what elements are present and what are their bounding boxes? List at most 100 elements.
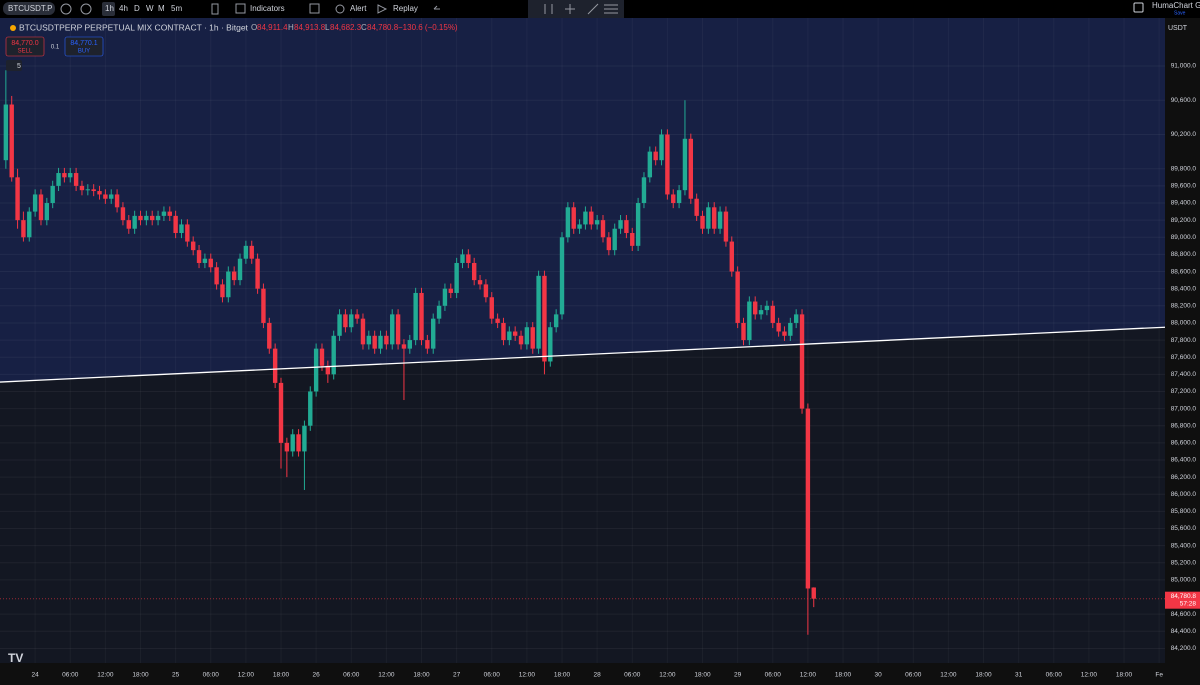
interval[interactable]: 1h [105, 4, 114, 13]
interval[interactable]: M [158, 4, 165, 13]
x-tick-label: Fe [1155, 672, 1163, 679]
interval[interactable]: D [134, 4, 140, 13]
candle-body [62, 173, 67, 178]
candle-body [261, 288, 266, 323]
candle-body [173, 215, 178, 233]
sell-label[interactable]: SELL [18, 49, 33, 55]
indicators-icon[interactable] [235, 3, 246, 14]
candle-body [126, 220, 131, 229]
legend-h-label: H [288, 23, 294, 32]
candle-body [782, 331, 787, 336]
x-tick-label: 18:00 [975, 672, 992, 679]
trendline [0, 326, 1166, 383]
candle-body [630, 233, 635, 246]
indicator-count[interactable]: 5 [17, 63, 21, 70]
x-tick-label: 06:00 [905, 672, 922, 679]
candle-body [354, 314, 360, 319]
candle-body [120, 207, 126, 221]
candle-body [313, 348, 319, 392]
interval[interactable]: 5m [171, 4, 182, 13]
candle-body [50, 185, 55, 204]
x-tick-label: 12:00 [238, 672, 255, 679]
candle-body [559, 237, 565, 315]
candle-body [471, 262, 477, 281]
y-tick-label: 88,000.0 [1171, 320, 1197, 327]
candle-body [448, 288, 453, 293]
buy-label[interactable]: BUY [78, 49, 90, 55]
compare-icon[interactable] [60, 3, 72, 15]
candle-body [524, 327, 530, 345]
candle-body [366, 335, 372, 345]
indicators-button[interactable]: Indicators [250, 4, 285, 13]
x-tick-label: 06:00 [343, 672, 360, 679]
legend-o: 84,911.4 [257, 23, 288, 32]
candle-body [56, 173, 61, 186]
symbol[interactable]: BTCUSDT.P [8, 4, 52, 13]
replay-button[interactable]: Replay [393, 4, 418, 13]
x-tick-label: 28 [594, 672, 602, 679]
candle-body [44, 203, 50, 221]
candle-body [220, 284, 225, 298]
candle-body [308, 391, 313, 426]
candle-body [618, 220, 623, 229]
candle-body [290, 434, 295, 452]
account-checkbox[interactable] [1133, 2, 1144, 13]
sell-button[interactable] [5, 36, 45, 57]
x-tick-label: 06:00 [484, 672, 501, 679]
candle-body [712, 207, 717, 229]
candle-body [97, 191, 102, 195]
candle-body [179, 224, 184, 233]
interval[interactable]: 4h [119, 4, 128, 13]
save-label[interactable]: Save [1174, 10, 1186, 16]
candle-body [788, 322, 793, 336]
candle-body [390, 314, 395, 345]
y-tick-label: 86,800.0 [1171, 422, 1197, 429]
y-tick-label: 88,800.0 [1171, 251, 1197, 258]
quantity[interactable]: 0.1 [51, 45, 60, 51]
candle-body [723, 211, 729, 242]
candle-body [700, 215, 705, 229]
candle-body [3, 104, 9, 161]
symbol-button[interactable] [3, 2, 55, 15]
candle-body [653, 151, 658, 161]
x-tick-label: 25 [172, 672, 180, 679]
axes: 91,000.0 90,600.0 90,200.0 89,800.0 89,600.0… [32, 63, 1200, 679]
y-tick-label: 85,800.0 [1171, 508, 1197, 515]
chart-type-icon[interactable] [211, 3, 219, 15]
add-icon[interactable] [80, 3, 92, 15]
templates-icon[interactable] [309, 3, 320, 14]
candle-body [571, 207, 576, 229]
candle-body [343, 314, 348, 328]
x-tick-label: 12:00 [519, 672, 536, 679]
alert-button[interactable]: Alert [350, 4, 367, 13]
active-interval [102, 2, 115, 16]
candle-body [612, 228, 617, 251]
x-tick-label: 12:00 [97, 672, 114, 679]
y-tick-label: 84,600.0 [1171, 611, 1197, 618]
currency[interactable]: USDT [1168, 25, 1188, 32]
y-tick-label: 84,400.0 [1171, 628, 1197, 635]
x-tick-label: 18:00 [1116, 672, 1133, 679]
undo-icon[interactable] [433, 5, 440, 10]
buy-price[interactable]: 84,770.1 [70, 40, 97, 47]
candle-body [413, 292, 418, 341]
account-name[interactable]: HumaChart Gr [1152, 1, 1200, 10]
replay-icon[interactable] [377, 4, 388, 14]
x-tick-label: 18:00 [132, 672, 149, 679]
x-tick-label: 26 [313, 672, 321, 679]
candle-body [114, 194, 120, 208]
candle-body [331, 335, 336, 375]
indicator-toggle[interactable] [6, 60, 22, 71]
drawing-tool-icons[interactable] [544, 3, 618, 15]
interval[interactable]: W [146, 4, 154, 13]
candle-body [360, 318, 366, 345]
alert-icon[interactable] [335, 4, 345, 14]
y-tick-label: 90,600.0 [1171, 97, 1197, 104]
candle-body [793, 314, 799, 323]
sell-price[interactable]: 84,770.0 [11, 40, 38, 47]
candle-body [688, 138, 694, 199]
buy-button[interactable] [64, 36, 104, 57]
legend-l-label: L [325, 23, 330, 32]
candle-body [501, 322, 506, 341]
